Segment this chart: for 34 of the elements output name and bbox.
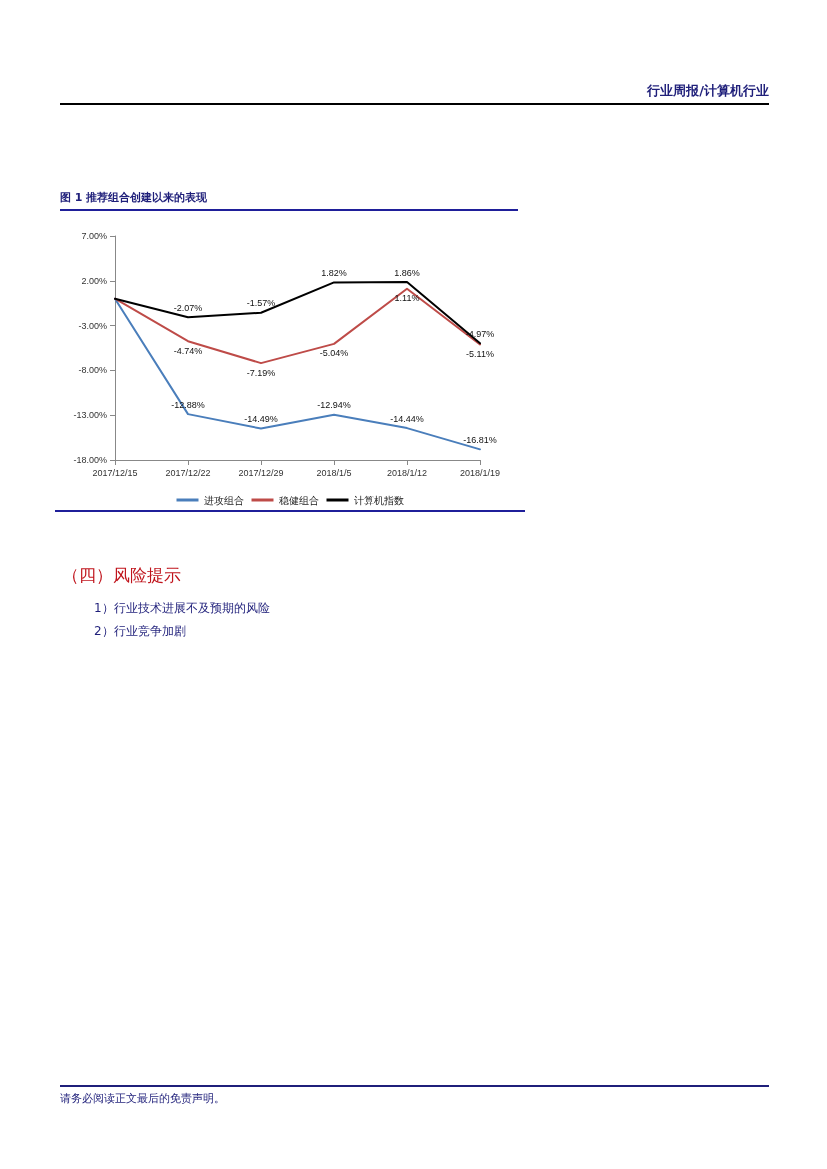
- y-tick-label: 2.00%: [81, 275, 107, 286]
- x-tick-label: 2018/1/5: [316, 467, 352, 478]
- data-label: -5.04%: [319, 348, 349, 359]
- data-label: -14.49%: [244, 414, 278, 425]
- x-tick-label: 2018/1/19: [459, 467, 501, 478]
- y-tick-label: -18.00%: [73, 455, 107, 465]
- data-label: -2.07%: [173, 302, 203, 313]
- data-label: -1.57%: [246, 298, 276, 309]
- y-tick-label: -13.00%: [73, 410, 107, 421]
- text: 2）行业竞争加剧: [94, 623, 186, 640]
- data-label: 1.82%: [321, 267, 347, 278]
- data-label: -12.94%: [317, 400, 351, 411]
- data-label: -5.11%: [466, 349, 494, 360]
- x-tick-label: 2017/12/22: [165, 467, 211, 478]
- data-label: -7.19%: [246, 367, 276, 378]
- text: 行业周报/计算机行业: [60, 82, 769, 105]
- text: 1）行业技术进展不及预期的风险: [94, 600, 270, 617]
- legend-label: 进攻组合: [203, 494, 244, 506]
- data-label: -4.74%: [173, 345, 203, 356]
- data-label: -16.81%: [463, 434, 497, 445]
- y-tick-label: 7.00%: [81, 231, 107, 241]
- y-tick-label: -8.00%: [78, 365, 107, 376]
- legend-label: 稳健组合: [278, 494, 319, 506]
- legend-label: 计算机指数: [353, 494, 404, 506]
- y-tick-label: -3.00%: [78, 320, 107, 331]
- x-tick-label: 2017/12/15: [92, 467, 138, 478]
- data-label: 1.11%: [394, 293, 420, 304]
- text: （四）风险提示: [62, 564, 181, 587]
- text: 请务必阅读正文最后的免责声明。: [60, 1085, 769, 1106]
- chart-title: 图 1 推荐组合创建以来的表现: [60, 190, 518, 211]
- x-tick-label: 2018/1/12: [386, 467, 428, 478]
- data-label: 1.86%: [394, 267, 420, 278]
- x-tick-label: 2017/12/29: [238, 467, 284, 478]
- data-label: -14.44%: [390, 413, 424, 424]
